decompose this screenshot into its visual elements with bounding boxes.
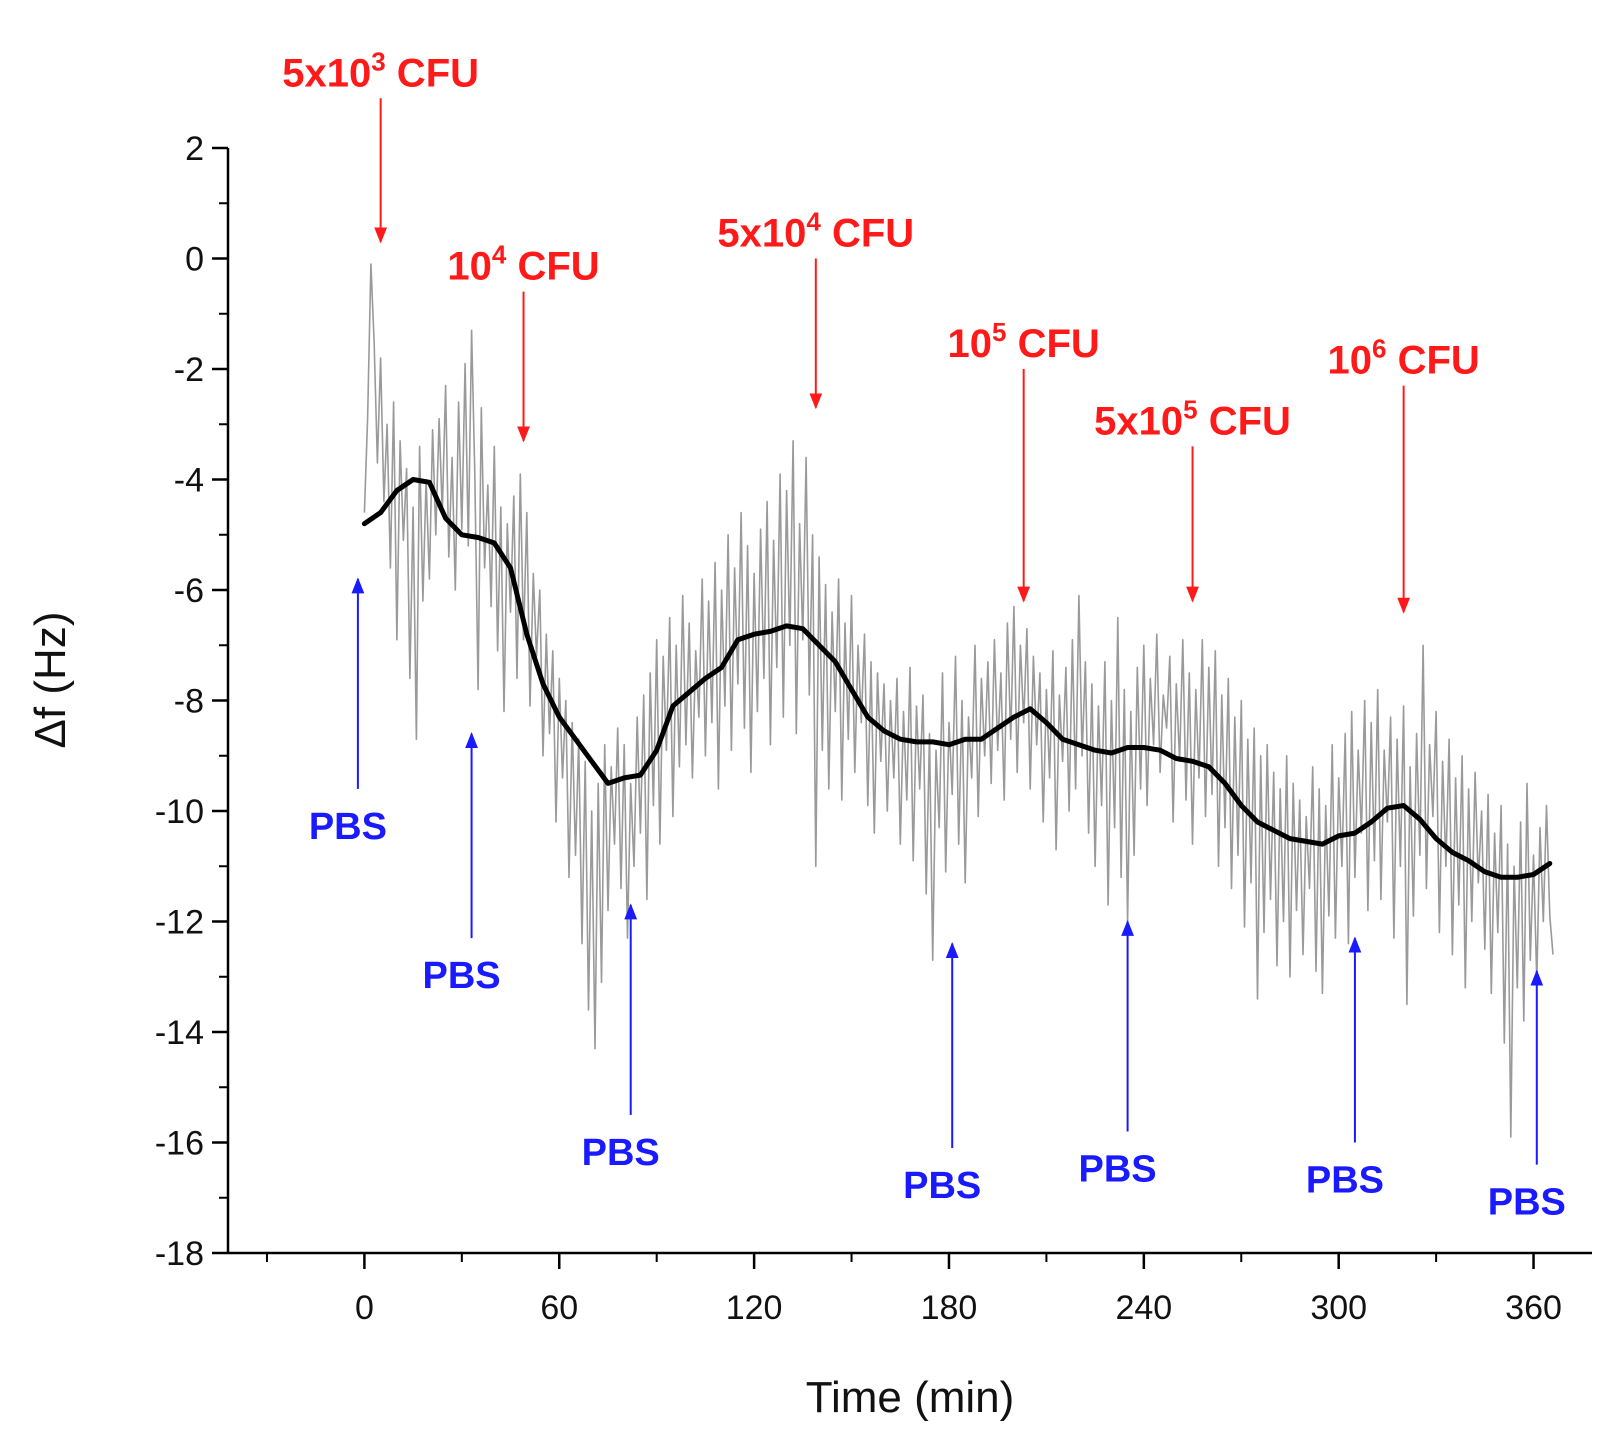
injection-label: 5x104 CFU: [717, 207, 914, 256]
y-tick-label: -14: [155, 1014, 204, 1052]
y-tick-label: -6: [174, 572, 204, 610]
y-tick-label: -4: [174, 462, 204, 500]
injection-label-exponent: 3: [371, 46, 385, 76]
injection-label-unit: CFU: [506, 245, 599, 289]
injection-label-unit: CFU: [821, 212, 914, 256]
y-tick-label: -18: [155, 1235, 204, 1273]
injection-label: 106 CFU: [1327, 334, 1479, 383]
axes: 2 0 -2 -4 -6 -8 -10 -12 -14 -16 -18 0 60 120 180 240 300…: [155, 130, 1592, 1327]
x-tick-label: 0: [355, 1289, 374, 1327]
injection-label-unit: CFU: [1386, 339, 1479, 383]
pbs-label: PBS: [1488, 1182, 1566, 1224]
y-tick-label: -10: [155, 793, 204, 831]
injection-label-base: 10: [948, 322, 993, 366]
x-tick-label: 240: [1115, 1289, 1172, 1327]
injection-label-exponent: 5: [1183, 394, 1197, 424]
raw-signal-line: [363, 263, 1554, 1138]
injection-label-exponent: 4: [806, 207, 821, 237]
x-tick-label: 360: [1505, 1289, 1562, 1327]
injection-label-unit: CFU: [386, 51, 479, 95]
pbs-label: PBS: [582, 1132, 660, 1174]
injection-label: 104 CFU: [447, 240, 599, 289]
x-axis-title: Time (min): [806, 1373, 1015, 1422]
smoothed-series-layer: [361, 477, 1553, 880]
y-tick-label: -8: [174, 683, 204, 721]
y-tick-label: 2: [185, 130, 204, 168]
raw-series-layer: [363, 263, 1554, 1138]
injection-label-base: 5x10: [1094, 399, 1183, 443]
injection-label-exponent: 6: [1372, 334, 1386, 364]
pbs-label: PBS: [309, 806, 387, 848]
injection-label-exponent: 4: [492, 240, 507, 270]
x-tick-label: 180: [921, 1289, 978, 1327]
injection-label: 5x103 CFU: [282, 46, 479, 95]
y-tick-label: 0: [185, 241, 204, 279]
y-tick-label: -2: [174, 351, 204, 389]
injection-label: 5x105 CFU: [1094, 394, 1291, 443]
x-tick-label: 300: [1310, 1289, 1367, 1327]
pbs-label: PBS: [903, 1165, 981, 1207]
smoothed-signal-line: [361, 477, 1553, 880]
pbs-label: PBS: [423, 955, 501, 997]
injection-label-base: 5x10: [282, 51, 371, 95]
pbs-label: PBS: [1079, 1148, 1157, 1190]
injection-label: 105 CFU: [948, 317, 1100, 366]
x-tick-label: 120: [726, 1289, 783, 1327]
y-axis-title: Δf (Hz): [26, 612, 75, 749]
injection-label-base: 5x10: [717, 212, 806, 256]
pbs-label: PBS: [1306, 1160, 1384, 1202]
injection-label-unit: CFU: [1006, 322, 1099, 366]
injection-label-unit: CFU: [1198, 399, 1291, 443]
x-tick-label: 60: [540, 1289, 578, 1327]
injection-label-exponent: 5: [992, 317, 1006, 347]
injection-label-base: 10: [447, 245, 492, 289]
y-tick-label: -12: [155, 904, 204, 942]
injection-label-base: 10: [1327, 339, 1372, 383]
y-tick-label: -16: [155, 1125, 204, 1163]
